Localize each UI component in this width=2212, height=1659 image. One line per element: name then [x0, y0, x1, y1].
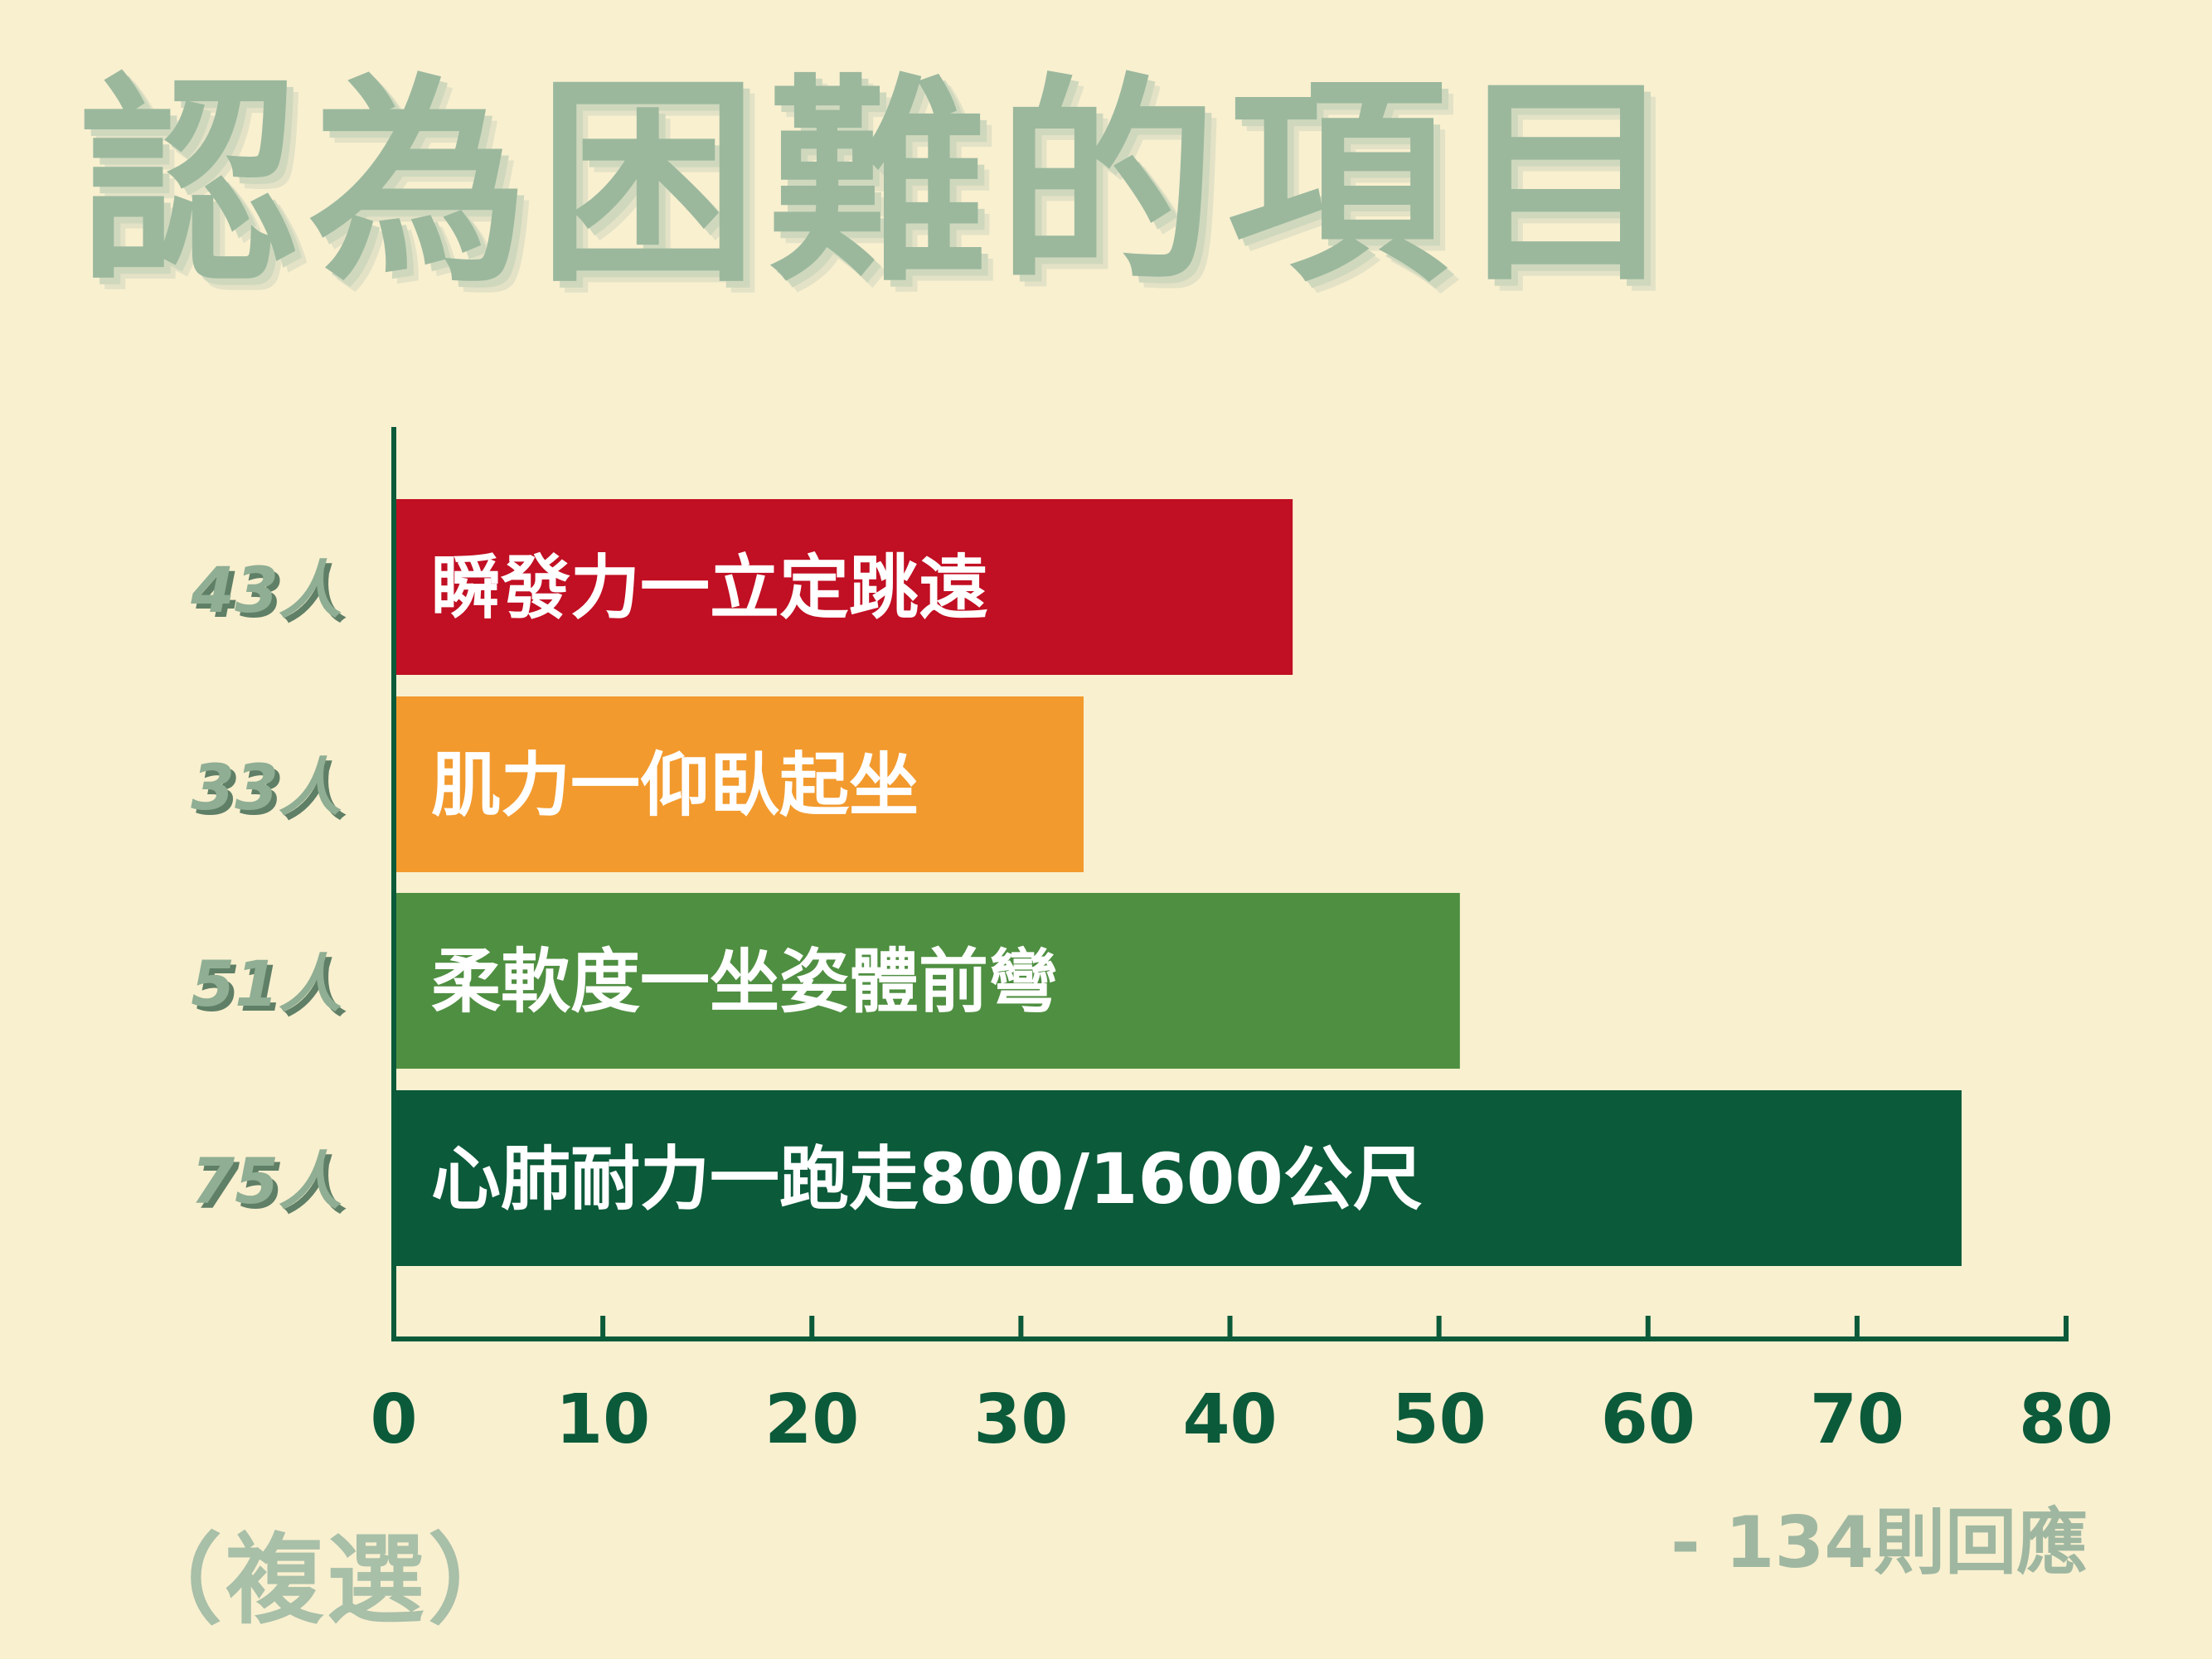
x-tick-label-80: 80	[2019, 1380, 2113, 1459]
bar-label-4: 心肺耐力一跑走800/1600公尺	[431, 1138, 1423, 1220]
x-tick-label-40: 40	[1182, 1380, 1277, 1459]
x-tick-label-20: 20	[764, 1380, 859, 1459]
x-tick-label-60: 60	[1601, 1380, 1695, 1459]
bar-label-1: 瞬發力一立定跳遠	[431, 547, 988, 628]
bars-layer: 瞬發力一立定跳遠43人43人肌力一仰臥起坐33人33人柔軟度一坐姿體前彎51人5…	[190, 499, 1962, 1266]
value-label-1: 43人	[190, 553, 342, 627]
x-tick-label-10: 10	[555, 1380, 650, 1459]
bar-label-3: 柔軟度一坐姿體前彎	[431, 941, 1058, 1022]
value-label-2: 33人	[191, 750, 342, 824]
x-tick-label-50: 50	[1392, 1380, 1487, 1459]
multiple-choice-note: （複選）	[124, 1501, 529, 1642]
value-label-3: 51人	[191, 947, 342, 1021]
value-label-4: 75人	[191, 1144, 342, 1218]
bar-label-2: 肌力一仰臥起坐	[431, 745, 919, 826]
x-tick-label-0: 0	[370, 1380, 417, 1459]
x-tick-label-70: 70	[1810, 1380, 1904, 1459]
response-count-note: - 134則回應	[1671, 1484, 2088, 1588]
x-tick-label-30: 30	[973, 1380, 1068, 1459]
